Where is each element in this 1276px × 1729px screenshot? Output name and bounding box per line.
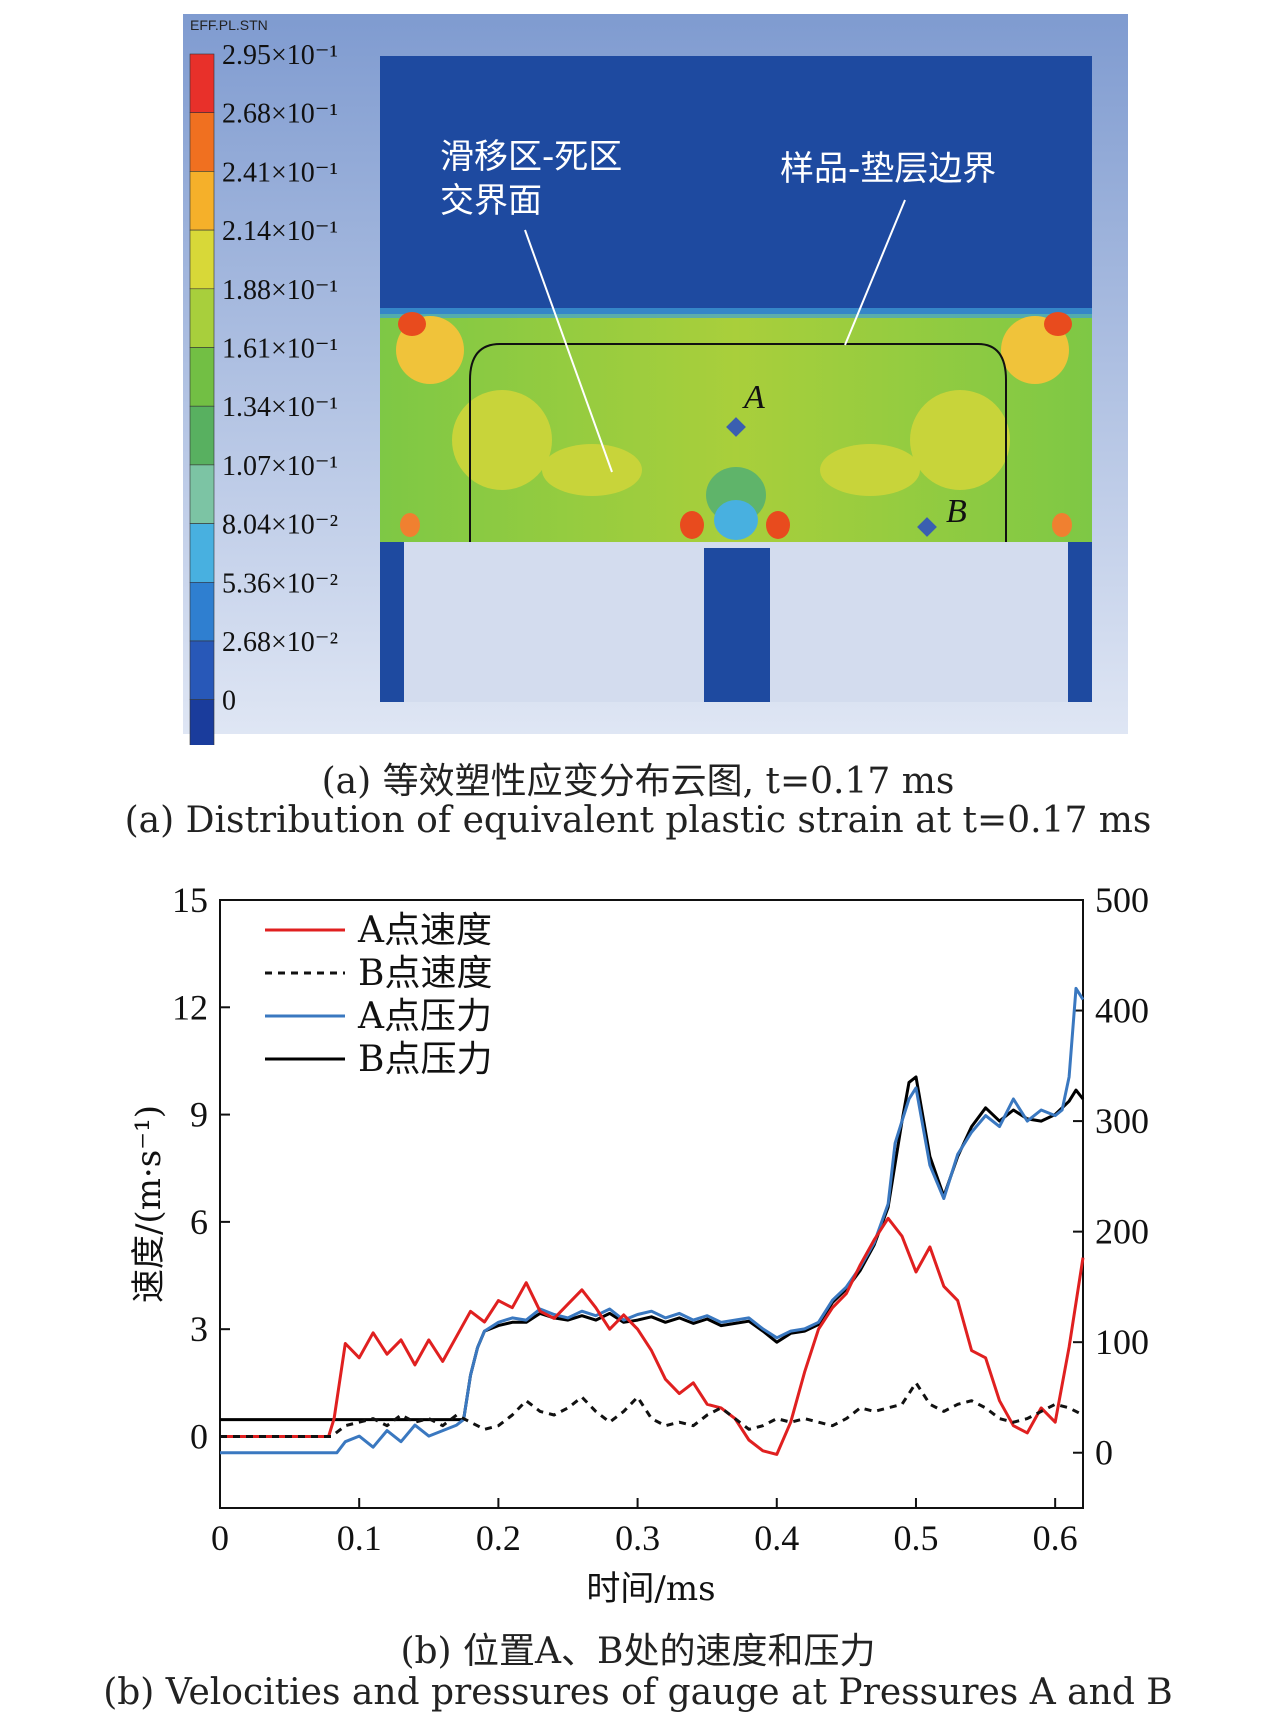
series-line-1 <box>220 1216 1085 1456</box>
y-axis-label: 速度/(m·s⁻¹) <box>129 1105 169 1303</box>
y-left-tick-label: 9 <box>190 1095 208 1135</box>
right-support <box>1068 542 1092 702</box>
colorbar-swatch <box>189 699 215 745</box>
annotation-slip-dead-zone-line2: 交界面 <box>440 181 542 221</box>
y-right-tick-label: 200 <box>1095 1212 1149 1252</box>
colorbar-label: 1.61×10⁻¹ <box>222 334 338 365</box>
y-left-tick-label: 0 <box>190 1416 208 1456</box>
caption-a-cn: (a) 等效塑性应变分布云图, t=0.17 ms <box>321 761 955 802</box>
colorbar-label: 1.88×10⁻¹ <box>222 275 338 306</box>
y-right-tick-label: 100 <box>1095 1322 1149 1362</box>
y-right-tick-label: 300 <box>1095 1101 1149 1141</box>
legend-label: B点压力 <box>358 1039 492 1080</box>
annotation-slip-dead-zone-line1: 滑移区-死区 <box>440 137 622 177</box>
colorbar-swatch <box>189 53 215 114</box>
colorbar-label: 1.34×10⁻¹ <box>222 392 338 423</box>
legend-label: A点压力 <box>357 996 492 1037</box>
x-tick-label: 0.2 <box>476 1518 521 1558</box>
colorbar-label: 5.36×10⁻² <box>222 568 338 599</box>
annotation-leader-left <box>524 229 613 473</box>
colorbar: 2.95×10⁻¹ 2.68×10⁻¹ 2.41×10⁻¹ 2.14×10⁻¹ 1.88… <box>189 40 338 745</box>
colorbar-label: 2.68×10⁻¹ <box>222 99 338 130</box>
x-tick-label: 0.5 <box>893 1518 938 1558</box>
series-line-3 <box>220 986 1085 1455</box>
colorbar-label: 2.14×10⁻¹ <box>222 216 338 247</box>
colorbar-swatch <box>189 523 215 583</box>
y-right-tick-label: 500 <box>1095 880 1149 920</box>
y-left-tick-label: 3 <box>190 1309 208 1349</box>
colorbar-label: 2.95×10⁻¹ <box>222 40 338 71</box>
plot-frame <box>219 899 1084 1509</box>
colorbar-swatch <box>189 171 215 231</box>
colorbar-label: 0 <box>222 686 236 717</box>
caption-a-en: (a) Distribution of equivalent plastic s… <box>124 800 1152 841</box>
x-tick-label: 0.3 <box>615 1518 660 1558</box>
caption-b-cn: (b) 位置A、B处的速度和压力 <box>400 1631 876 1672</box>
y-right-tick-label: 0 <box>1095 1433 1113 1473</box>
colorbar-label: 2.68×10⁻² <box>222 627 338 658</box>
y-left-tick-label: 12 <box>172 987 208 1027</box>
colorbar-swatch <box>189 347 215 407</box>
colorbar-title: EFF.PL.STN <box>190 17 268 33</box>
caption-b-en: (b) Velocities and pressures of gauge at… <box>103 1672 1173 1713</box>
y-right-tick-label: 400 <box>1095 991 1149 1031</box>
series-line-4 <box>220 1075 1085 1422</box>
left-support <box>380 542 404 702</box>
gauge-point-b-label: B <box>946 493 967 530</box>
colorbar-swatch <box>189 405 215 466</box>
gauge-point-b-marker <box>917 517 937 537</box>
x-tick-label: 0.6 <box>1033 1518 1078 1558</box>
strain-hotspots <box>396 312 1072 540</box>
upper-block <box>380 56 1092 314</box>
x-axis-label: 时间/ms <box>586 1569 715 1609</box>
x-tick-label: 0 <box>211 1518 229 1558</box>
axis-ticks: 0 0.1 0.2 0.3 0.4 0.5 0.6 0 3 6 9 12 15 0 100 200 300 400… <box>172 880 1149 1558</box>
colorbar-label: 2.41×10⁻¹ <box>222 157 338 188</box>
gauge-point-a-label: A <box>742 379 765 416</box>
y-left-tick-label: 6 <box>190 1202 208 1242</box>
data-series <box>220 986 1085 1456</box>
annotation-leader-right <box>844 199 906 346</box>
x-tick-label: 0.1 <box>337 1518 382 1558</box>
annotation-sample-pad-boundary: 样品-垫层边界 <box>780 149 996 189</box>
x-tick-label: 0.4 <box>754 1518 799 1558</box>
colorbar-swatch <box>189 229 215 290</box>
sample-pad-boundary <box>469 343 1007 542</box>
legend-label: B点速度 <box>358 953 492 994</box>
colorbar-swatch <box>189 640 215 701</box>
colorbar-label: 8.04×10⁻² <box>222 510 338 541</box>
colorbar-label: 1.07×10⁻¹ <box>222 451 338 482</box>
colorbar-swatch <box>189 464 215 524</box>
colorbar-swatch <box>189 112 215 172</box>
y-left-tick-label: 15 <box>172 880 208 920</box>
center-support <box>704 548 770 702</box>
colorbar-swatch <box>189 581 215 642</box>
colorbar-swatch <box>189 288 215 348</box>
legend-label: A点速度 <box>357 910 492 951</box>
gauge-point-a-marker <box>726 417 746 437</box>
strain-contour-figure: EFF.PL.STN 2.95×10⁻¹2.68×10⁻¹2.41×10⁻¹2.… <box>183 14 1128 745</box>
series-line-2 <box>220 1381 1084 1438</box>
